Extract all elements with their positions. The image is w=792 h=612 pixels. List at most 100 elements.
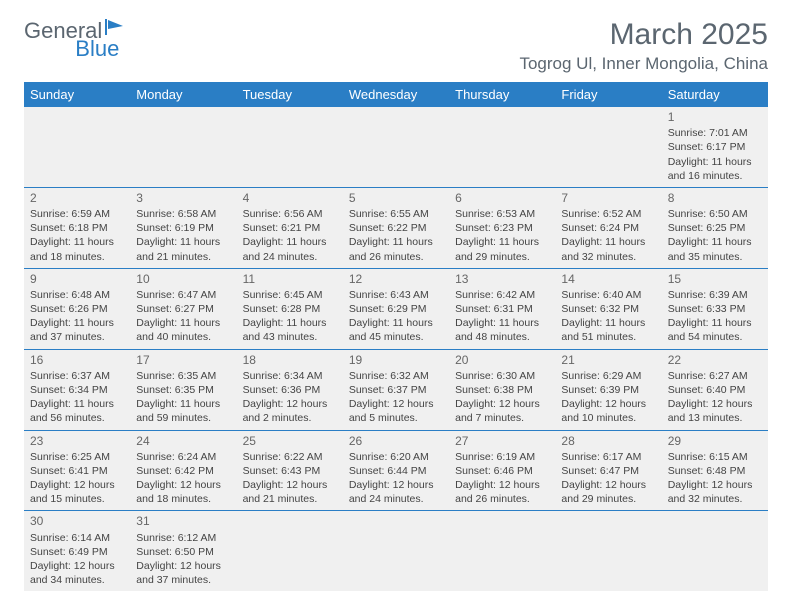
day-number: 24	[136, 433, 230, 449]
day-cell: 8Sunrise: 6:50 AMSunset: 6:25 PMDaylight…	[662, 187, 768, 268]
header-right: March 2025 Togrog Ul, Inner Mongolia, Ch…	[519, 18, 768, 74]
day-header: Monday	[130, 82, 236, 107]
sunset-text: Sunset: 6:17 PM	[668, 140, 762, 154]
sunset-text: Sunset: 6:44 PM	[349, 464, 443, 478]
day-cell: 11Sunrise: 6:45 AMSunset: 6:28 PMDayligh…	[237, 268, 343, 349]
empty-cell	[449, 107, 555, 187]
daylight-text: Daylight: 11 hours and 32 minutes.	[561, 235, 655, 263]
daylight-text: Daylight: 12 hours and 32 minutes.	[668, 478, 762, 506]
sunrise-text: Sunrise: 6:29 AM	[561, 369, 655, 383]
daylight-text: Daylight: 11 hours and 48 minutes.	[455, 316, 549, 344]
day-number: 30	[30, 513, 124, 529]
daylight-text: Daylight: 12 hours and 13 minutes.	[668, 397, 762, 425]
day-number: 16	[30, 352, 124, 368]
daylight-text: Daylight: 11 hours and 24 minutes.	[243, 235, 337, 263]
day-cell: 27Sunrise: 6:19 AMSunset: 6:46 PMDayligh…	[449, 430, 555, 511]
day-cell: 31Sunrise: 6:12 AMSunset: 6:50 PMDayligh…	[130, 511, 236, 591]
sunrise-text: Sunrise: 7:01 AM	[668, 126, 762, 140]
day-cell: 4Sunrise: 6:56 AMSunset: 6:21 PMDaylight…	[237, 187, 343, 268]
day-cell: 12Sunrise: 6:43 AMSunset: 6:29 PMDayligh…	[343, 268, 449, 349]
sunrise-text: Sunrise: 6:25 AM	[30, 450, 124, 464]
day-cell: 5Sunrise: 6:55 AMSunset: 6:22 PMDaylight…	[343, 187, 449, 268]
sunrise-text: Sunrise: 6:14 AM	[30, 531, 124, 545]
sunset-text: Sunset: 6:49 PM	[30, 545, 124, 559]
sunset-text: Sunset: 6:18 PM	[30, 221, 124, 235]
day-number: 28	[561, 433, 655, 449]
week-row: 9Sunrise: 6:48 AMSunset: 6:26 PMDaylight…	[24, 268, 768, 349]
daylight-text: Daylight: 11 hours and 37 minutes.	[30, 316, 124, 344]
sunrise-text: Sunrise: 6:47 AM	[136, 288, 230, 302]
week-row: 23Sunrise: 6:25 AMSunset: 6:41 PMDayligh…	[24, 430, 768, 511]
day-number: 8	[668, 190, 762, 206]
day-number: 11	[243, 271, 337, 287]
sunset-text: Sunset: 6:28 PM	[243, 302, 337, 316]
day-number: 15	[668, 271, 762, 287]
sunrise-text: Sunrise: 6:37 AM	[30, 369, 124, 383]
day-cell: 15Sunrise: 6:39 AMSunset: 6:33 PMDayligh…	[662, 268, 768, 349]
sunrise-text: Sunrise: 6:30 AM	[455, 369, 549, 383]
day-header: Thursday	[449, 82, 555, 107]
daylight-text: Daylight: 11 hours and 21 minutes.	[136, 235, 230, 263]
logo: General Blue	[24, 18, 175, 44]
day-number: 6	[455, 190, 549, 206]
daylight-text: Daylight: 11 hours and 54 minutes.	[668, 316, 762, 344]
daylight-text: Daylight: 12 hours and 24 minutes.	[349, 478, 443, 506]
daylight-text: Daylight: 12 hours and 21 minutes.	[243, 478, 337, 506]
day-cell: 23Sunrise: 6:25 AMSunset: 6:41 PMDayligh…	[24, 430, 130, 511]
sunrise-text: Sunrise: 6:12 AM	[136, 531, 230, 545]
day-number: 31	[136, 513, 230, 529]
day-cell: 16Sunrise: 6:37 AMSunset: 6:34 PMDayligh…	[24, 349, 130, 430]
day-cell: 20Sunrise: 6:30 AMSunset: 6:38 PMDayligh…	[449, 349, 555, 430]
sunrise-text: Sunrise: 6:42 AM	[455, 288, 549, 302]
daylight-text: Daylight: 12 hours and 7 minutes.	[455, 397, 549, 425]
daylight-text: Daylight: 11 hours and 43 minutes.	[243, 316, 337, 344]
sunset-text: Sunset: 6:25 PM	[668, 221, 762, 235]
daylight-text: Daylight: 11 hours and 29 minutes.	[455, 235, 549, 263]
day-cell: 19Sunrise: 6:32 AMSunset: 6:37 PMDayligh…	[343, 349, 449, 430]
daylight-text: Daylight: 12 hours and 15 minutes.	[30, 478, 124, 506]
sunset-text: Sunset: 6:40 PM	[668, 383, 762, 397]
day-number: 26	[349, 433, 443, 449]
daylight-text: Daylight: 11 hours and 40 minutes.	[136, 316, 230, 344]
sunset-text: Sunset: 6:43 PM	[243, 464, 337, 478]
sunset-text: Sunset: 6:33 PM	[668, 302, 762, 316]
day-number: 9	[30, 271, 124, 287]
day-number: 4	[243, 190, 337, 206]
daylight-text: Daylight: 12 hours and 37 minutes.	[136, 559, 230, 587]
sunset-text: Sunset: 6:41 PM	[30, 464, 124, 478]
day-number: 13	[455, 271, 549, 287]
day-number: 18	[243, 352, 337, 368]
sunset-text: Sunset: 6:37 PM	[349, 383, 443, 397]
day-cell: 21Sunrise: 6:29 AMSunset: 6:39 PMDayligh…	[555, 349, 661, 430]
sunset-text: Sunset: 6:34 PM	[30, 383, 124, 397]
sunrise-text: Sunrise: 6:32 AM	[349, 369, 443, 383]
empty-cell	[555, 107, 661, 187]
sunrise-text: Sunrise: 6:15 AM	[668, 450, 762, 464]
sunset-text: Sunset: 6:35 PM	[136, 383, 230, 397]
sunrise-text: Sunrise: 6:45 AM	[243, 288, 337, 302]
sunset-text: Sunset: 6:24 PM	[561, 221, 655, 235]
sunset-text: Sunset: 6:36 PM	[243, 383, 337, 397]
day-cell: 29Sunrise: 6:15 AMSunset: 6:48 PMDayligh…	[662, 430, 768, 511]
day-number: 19	[349, 352, 443, 368]
sunrise-text: Sunrise: 6:50 AM	[668, 207, 762, 221]
day-number: 3	[136, 190, 230, 206]
day-number: 27	[455, 433, 549, 449]
sunset-text: Sunset: 6:38 PM	[455, 383, 549, 397]
week-row: 1Sunrise: 7:01 AMSunset: 6:17 PMDaylight…	[24, 107, 768, 187]
empty-cell	[130, 107, 236, 187]
sunrise-text: Sunrise: 6:58 AM	[136, 207, 230, 221]
empty-cell	[237, 511, 343, 591]
sunset-text: Sunset: 6:31 PM	[455, 302, 549, 316]
sunset-text: Sunset: 6:26 PM	[30, 302, 124, 316]
sunset-text: Sunset: 6:42 PM	[136, 464, 230, 478]
sunrise-text: Sunrise: 6:55 AM	[349, 207, 443, 221]
daylight-text: Daylight: 12 hours and 10 minutes.	[561, 397, 655, 425]
day-cell: 1Sunrise: 7:01 AMSunset: 6:17 PMDaylight…	[662, 107, 768, 187]
day-header: Friday	[555, 82, 661, 107]
day-cell: 2Sunrise: 6:59 AMSunset: 6:18 PMDaylight…	[24, 187, 130, 268]
sunset-text: Sunset: 6:47 PM	[561, 464, 655, 478]
day-header: Saturday	[662, 82, 768, 107]
sunrise-text: Sunrise: 6:52 AM	[561, 207, 655, 221]
day-cell: 28Sunrise: 6:17 AMSunset: 6:47 PMDayligh…	[555, 430, 661, 511]
